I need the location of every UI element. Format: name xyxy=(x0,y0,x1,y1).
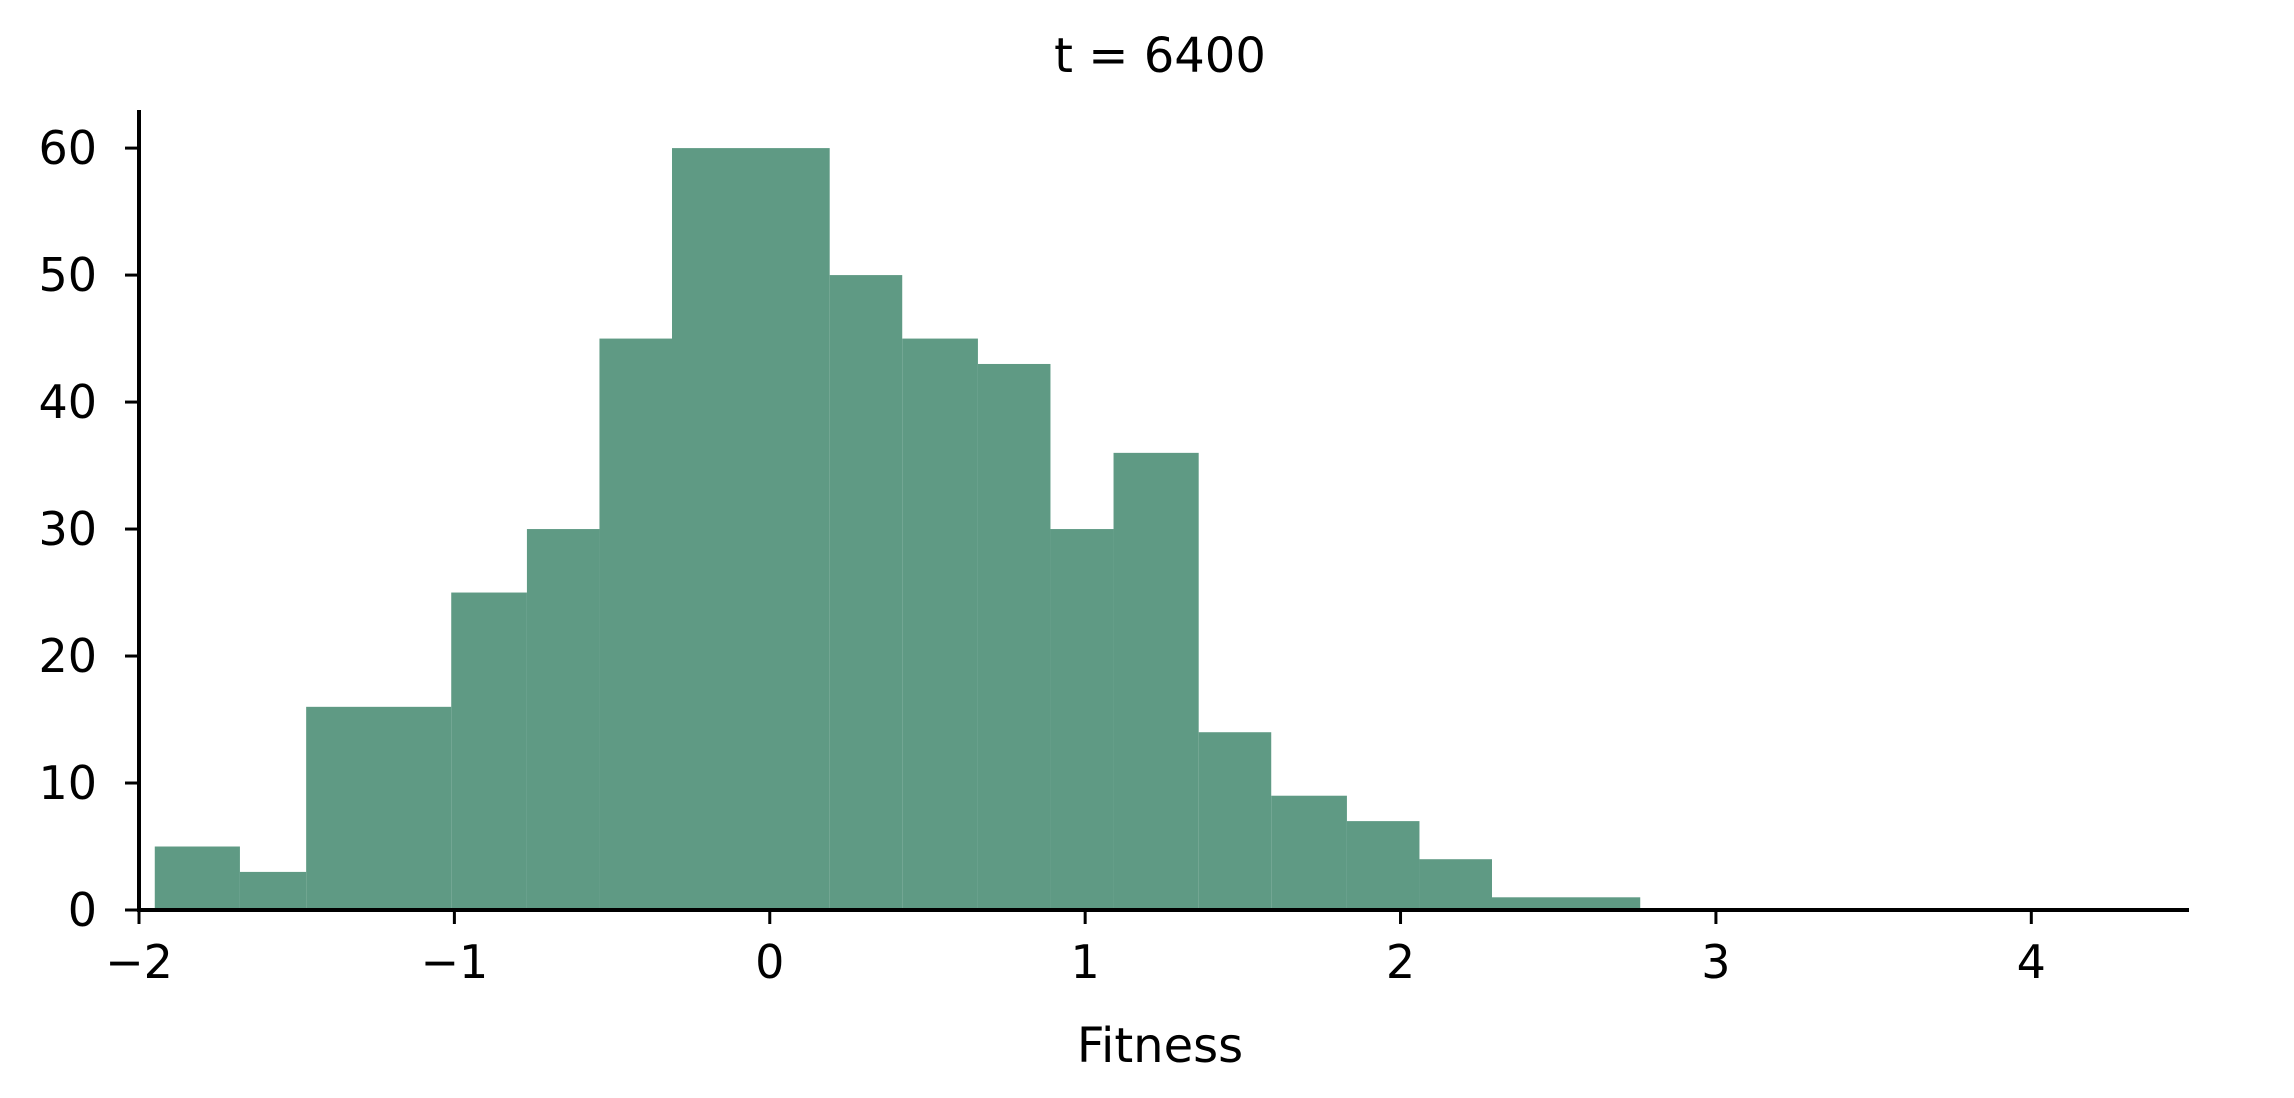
y-tick-label: 0 xyxy=(68,883,97,937)
y-tick-label: 30 xyxy=(38,502,97,556)
histogram-bar xyxy=(1419,859,1492,910)
histogram-bar xyxy=(1113,452,1199,910)
histogram-bar xyxy=(672,148,830,911)
y-tick-label: 60 xyxy=(38,121,97,175)
x-axis-ticks: −2 −1 0 1 2 3 4 xyxy=(105,910,2046,989)
histogram-bars xyxy=(154,148,1641,911)
histogram-bar xyxy=(902,338,978,911)
x-axis-title: Fitness xyxy=(1077,1018,1243,1074)
y-tick-label: 50 xyxy=(38,248,97,302)
histogram-bar xyxy=(239,871,307,910)
histogram-bar xyxy=(599,338,672,911)
x-tick-label: 4 xyxy=(2017,935,2046,989)
y-tick-label: 10 xyxy=(38,756,97,810)
axes xyxy=(137,110,2189,912)
x-tick-label: 1 xyxy=(1071,935,1100,989)
histogram-bar xyxy=(1271,795,1347,910)
histogram-bar xyxy=(1198,732,1272,910)
histogram-bar xyxy=(1492,897,1641,910)
histogram-bar xyxy=(306,706,452,910)
histogram-bar xyxy=(829,275,903,911)
histogram-bar xyxy=(154,846,240,910)
x-tick-label: 2 xyxy=(1386,935,1415,989)
x-tick-label: −1 xyxy=(420,935,488,989)
y-tick-label: 40 xyxy=(38,375,97,429)
histogram-bar xyxy=(1050,529,1114,910)
chart-title: t = 6400 xyxy=(1054,28,1266,84)
x-tick-label: 0 xyxy=(755,935,784,989)
histogram-bar xyxy=(977,363,1051,910)
histogram-bar xyxy=(451,592,527,910)
x-tick-label: −2 xyxy=(105,935,173,989)
histogram-bar xyxy=(1346,821,1420,910)
y-axis-ticks: 0 10 20 30 40 50 60 xyxy=(38,121,139,937)
x-tick-label: 3 xyxy=(1701,935,1730,989)
histogram-bar xyxy=(526,529,600,910)
y-tick-label: 20 xyxy=(38,629,97,683)
